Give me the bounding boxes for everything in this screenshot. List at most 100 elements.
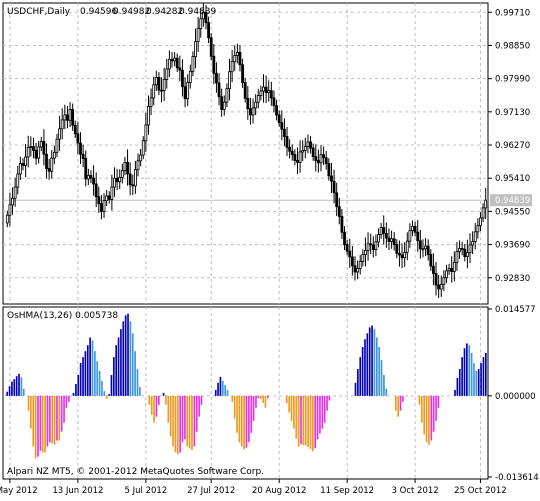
candle-body bbox=[105, 195, 109, 201]
candle-body bbox=[55, 138, 59, 153]
candle-body bbox=[374, 241, 378, 250]
candle-body bbox=[50, 157, 54, 172]
candle-body bbox=[201, 11, 205, 20]
price-tick-label: 0.97990 bbox=[495, 75, 530, 85]
time-tick-label: 3 Oct 2012 bbox=[392, 486, 439, 496]
time-tick-label: 27 Jul 2012 bbox=[187, 486, 235, 496]
candle-body bbox=[107, 195, 111, 200]
candle-body bbox=[437, 284, 441, 290]
price-tick-label: 0.94550 bbox=[495, 207, 530, 217]
candle-body bbox=[204, 11, 208, 24]
candle-body bbox=[384, 232, 388, 239]
candle-body bbox=[235, 51, 239, 56]
osc-tick-label: 0.000000 bbox=[495, 392, 536, 402]
candle-body bbox=[471, 241, 475, 246]
candle-body bbox=[293, 154, 297, 161]
candle-body bbox=[290, 150, 294, 156]
price-tick-label: 0.93690 bbox=[495, 241, 530, 251]
candle-body bbox=[241, 64, 244, 83]
candle-body bbox=[429, 254, 433, 267]
candle-body bbox=[133, 169, 137, 187]
candle-body bbox=[277, 114, 281, 124]
candle-body bbox=[37, 146, 41, 159]
candle-body bbox=[445, 270, 448, 279]
candle-body bbox=[215, 72, 218, 84]
candle-body bbox=[322, 154, 326, 159]
candle-body bbox=[361, 254, 365, 262]
current-price-tag bbox=[490, 194, 532, 207]
price-tick-label: 0.96270 bbox=[495, 141, 530, 151]
candle-body bbox=[335, 192, 339, 208]
candle-body bbox=[71, 109, 75, 126]
candle-body bbox=[21, 163, 25, 166]
candle-body bbox=[238, 51, 242, 66]
candle-body bbox=[13, 186, 17, 199]
candle-body bbox=[283, 128, 286, 137]
time-tick-label: 20 Aug 2012 bbox=[252, 486, 306, 496]
candle-body bbox=[63, 114, 67, 121]
candle-body bbox=[306, 141, 310, 147]
candle-body bbox=[11, 197, 14, 206]
ohlc-close: 0.94839 bbox=[179, 7, 216, 17]
candle-body bbox=[379, 227, 383, 235]
candle-body bbox=[411, 226, 414, 232]
candle-body bbox=[196, 28, 200, 42]
candle-body bbox=[8, 204, 12, 216]
candle-body bbox=[309, 141, 312, 149]
candle-body bbox=[387, 237, 391, 242]
candle-body bbox=[314, 156, 318, 161]
candle-body bbox=[330, 175, 333, 182]
copyright-text: Alpari NZ MT5, © 2001-2012 MetaQuotes So… bbox=[7, 467, 264, 477]
time-tick-label: 11 Sep 2012 bbox=[320, 486, 374, 496]
candle-body bbox=[29, 146, 33, 148]
candle-body bbox=[280, 122, 284, 130]
current-price-label: 0.94839 bbox=[495, 196, 530, 206]
candle-body bbox=[147, 106, 150, 126]
oscillator-title: OsHMA(13,26) 0.005738 bbox=[7, 311, 118, 321]
candle-body bbox=[447, 268, 451, 272]
candle-body bbox=[162, 79, 166, 91]
candle-body bbox=[52, 151, 56, 159]
candle-body bbox=[79, 142, 82, 155]
candle-body bbox=[24, 156, 28, 166]
candle-body bbox=[18, 163, 22, 175]
oscillator-histogram bbox=[6, 313, 487, 459]
candle-body bbox=[100, 203, 103, 212]
oscillator-axis: 0.014577 0.000000 -0.013614 bbox=[488, 305, 539, 483]
candle-body bbox=[458, 248, 461, 252]
candle-body bbox=[165, 68, 169, 80]
candle-body bbox=[452, 261, 456, 272]
candle-body bbox=[439, 283, 443, 290]
candle-body bbox=[348, 250, 352, 258]
candle-body bbox=[259, 90, 263, 97]
candle-body bbox=[66, 114, 69, 121]
candle-body bbox=[47, 168, 51, 172]
candle-body bbox=[301, 150, 305, 153]
candle-body bbox=[178, 67, 182, 71]
ohlc-open: 0.94596 bbox=[80, 7, 117, 17]
candle-body bbox=[233, 55, 237, 63]
candle-body bbox=[460, 248, 464, 250]
candle-body bbox=[288, 146, 292, 152]
candle-body bbox=[60, 119, 64, 130]
candle-body bbox=[311, 147, 315, 157]
candle-body bbox=[191, 56, 195, 72]
candle-body bbox=[126, 161, 129, 175]
candle-body bbox=[455, 251, 459, 263]
price-axis: 0.99710 0.98850 0.97990 0.97130 0.96270 0.954… bbox=[488, 8, 532, 284]
candle-body bbox=[364, 249, 367, 256]
osc-tick-label: 0.014577 bbox=[495, 305, 536, 315]
candle-body bbox=[207, 22, 210, 39]
candle-body bbox=[481, 207, 485, 219]
candle-body bbox=[405, 240, 409, 253]
candle-body bbox=[89, 175, 93, 179]
candle-body bbox=[484, 199, 488, 209]
price-chart-title: USDCHF,Daily bbox=[7, 7, 71, 17]
candle-body bbox=[418, 240, 422, 250]
candle-body bbox=[34, 150, 38, 159]
candle-body bbox=[392, 238, 396, 245]
candle-body bbox=[76, 133, 80, 144]
candle-body bbox=[327, 163, 331, 177]
